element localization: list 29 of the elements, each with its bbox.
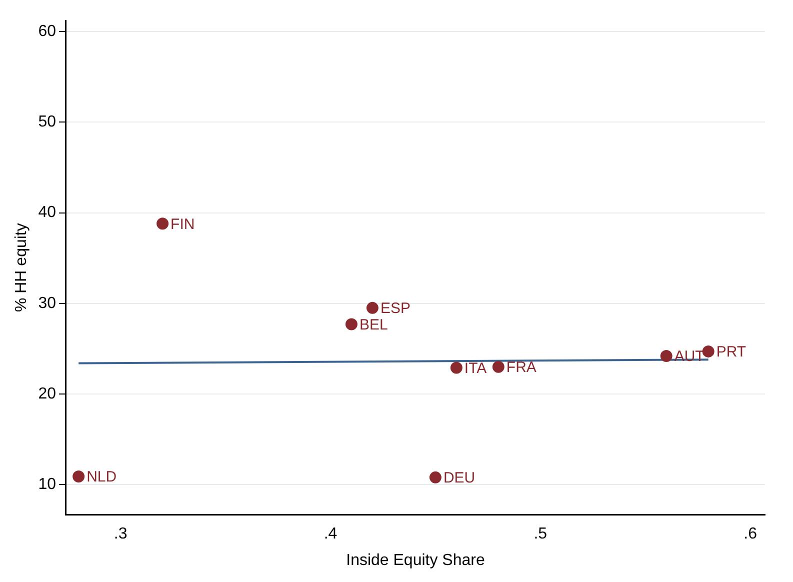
annotation: FRA: [506, 358, 536, 376]
point: [492, 360, 504, 373]
annotation: ESP: [380, 300, 410, 318]
point: [72, 470, 85, 483]
y-axis-title: % HH equity: [13, 223, 30, 312]
x-tick-label: .3: [114, 526, 128, 543]
annotation: FIN: [170, 216, 195, 233]
y-tick-label: 20: [38, 385, 56, 402]
point: [450, 362, 462, 374]
annotation: PRT: [716, 344, 746, 361]
x-tick-label: .4: [324, 526, 338, 543]
point: [429, 471, 442, 484]
y-tick-label: 60: [38, 22, 56, 40]
point: [345, 318, 358, 330]
annotation: DEU: [443, 470, 476, 487]
x-axis-title: Inside Equity Share: [346, 552, 485, 569]
x-tick-label: .6: [744, 526, 758, 543]
point: [702, 345, 714, 358]
y-tick-label: 50: [38, 114, 56, 131]
y-tick-label: 30: [38, 294, 56, 312]
y-tick-label: 40: [38, 204, 56, 222]
annotation: BEL: [359, 316, 388, 334]
point: [366, 302, 378, 314]
point: [156, 218, 169, 230]
y-tick-label: 10: [38, 476, 56, 494]
x-tick-label: .5: [534, 526, 548, 543]
annotation: NLD: [86, 468, 117, 486]
point: [660, 350, 672, 362]
annotation: ITA: [464, 360, 487, 377]
